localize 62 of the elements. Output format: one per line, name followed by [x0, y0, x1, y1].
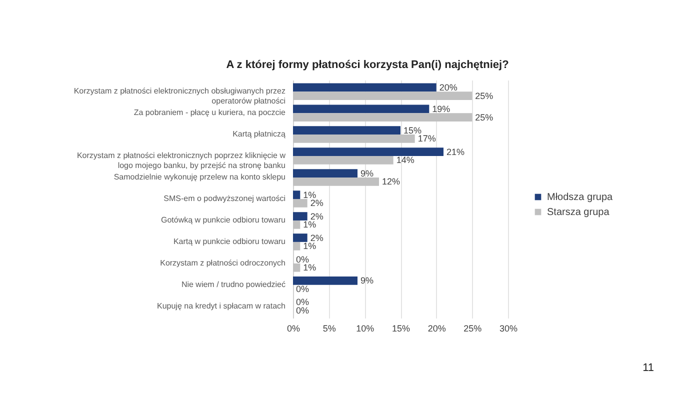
data-label: 0% — [296, 306, 310, 316]
data-label: 14% — [396, 155, 414, 166]
y-tick-label: Kupuję na kredyt i spłacam w ratach — [156, 301, 286, 310]
data-label: 9% — [360, 168, 374, 178]
data-label: 9% — [360, 276, 374, 286]
data-label: 21% — [446, 146, 465, 157]
bar — [293, 234, 308, 242]
bar — [293, 220, 300, 229]
data-label: 0% — [296, 297, 310, 308]
legend-label: Młodsza grupa — [547, 192, 614, 203]
bar — [293, 126, 400, 135]
data-label: 1% — [303, 241, 316, 252]
y-tick-label: Za pobraniem - płacę u kuriera, na poczcie — [134, 108, 286, 118]
bar — [293, 134, 415, 143]
y-tick-label: Kartą płatniczą — [232, 130, 286, 139]
bar — [293, 242, 300, 250]
data-label: 19% — [432, 104, 450, 114]
x-tick-label: 30% — [499, 324, 518, 334]
bar — [293, 169, 358, 178]
bar — [293, 276, 358, 285]
x-tick-label: 5% — [322, 324, 336, 334]
data-label: 20% — [439, 82, 458, 92]
x-tick-label: 20% — [428, 324, 446, 334]
bar — [293, 92, 472, 100]
y-tick-label: Nie wiem / trudno powiedzieć — [181, 280, 286, 289]
bar — [293, 156, 394, 164]
y-tick-label: Korzystam z płatności odroczonych — [160, 258, 286, 268]
x-tick-label: 15% — [392, 324, 410, 334]
data-label: 1% — [303, 190, 316, 200]
bar — [293, 178, 379, 186]
y-tick-label: Korzystam z płatności elektronicznych obsługiwanych przez operatorów płatności — [74, 86, 286, 106]
x-tick-label: 0% — [286, 324, 300, 334]
bar — [293, 83, 436, 92]
y-tick-label: SMS-em o podwyższonej wartości — [164, 194, 286, 203]
text: 11 — [642, 362, 654, 374]
data-label: 0% — [296, 254, 310, 264]
bar — [293, 190, 300, 199]
y-tick-label: Kartą w punkcie odbioru towaru — [173, 236, 286, 246]
data-label: 25% — [475, 90, 494, 101]
y-tick-label: Korzystam z płatności elektronicznych poprzez kliknięcie w logo mojego banku, by przejść na stronę banku — [76, 151, 286, 170]
x-tick-label: 10% — [356, 324, 374, 334]
data-label: 12% — [382, 176, 400, 187]
bar — [293, 263, 300, 272]
data-label: 1% — [303, 262, 316, 273]
data-label: 2% — [310, 198, 324, 208]
data-label: 2% — [310, 211, 324, 222]
bar — [293, 212, 308, 220]
bar — [293, 113, 472, 122]
chart-title: A z której formy płatności korzysta Pan(i) najchętniej? — [226, 59, 510, 71]
data-label: 1% — [303, 220, 316, 230]
data-label: 2% — [310, 232, 324, 243]
data-label: 17% — [418, 134, 436, 144]
data-label: 25% — [475, 112, 494, 122]
y-tick-label: Samodzielnie wykonuję przelew na konto sklepu — [114, 172, 286, 182]
bar — [293, 148, 444, 156]
legend-label: Starsza grupa — [547, 207, 610, 218]
bar — [293, 199, 308, 208]
y-tick-label: Gotówką w punkcie odbioru towaru — [160, 215, 286, 224]
bar — [293, 104, 430, 114]
data-label: 15% — [404, 125, 422, 136]
data-label: 0% — [296, 284, 310, 294]
x-tick-label: 25% — [464, 324, 482, 334]
